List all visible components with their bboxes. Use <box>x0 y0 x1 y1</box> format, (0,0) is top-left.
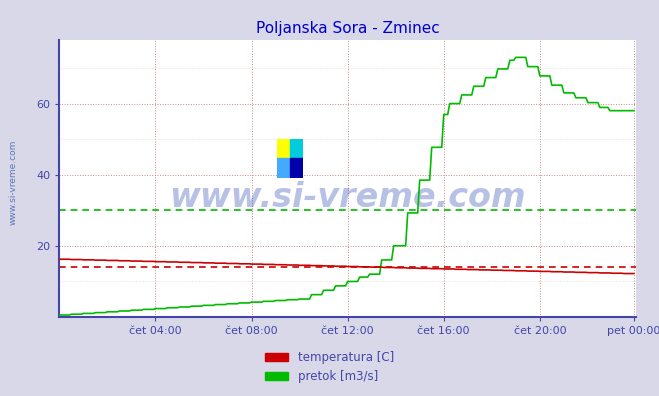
Title: Poljanska Sora - Zminec: Poljanska Sora - Zminec <box>256 21 440 36</box>
Text: www.si-vreme.com: www.si-vreme.com <box>9 139 18 225</box>
Bar <box>290 139 303 158</box>
Legend: temperatura [C], pretok [m3/s]: temperatura [C], pretok [m3/s] <box>260 347 399 388</box>
Bar <box>277 139 290 158</box>
Text: www.si-vreme.com: www.si-vreme.com <box>169 181 526 214</box>
Bar <box>290 158 303 178</box>
Bar <box>277 158 290 178</box>
